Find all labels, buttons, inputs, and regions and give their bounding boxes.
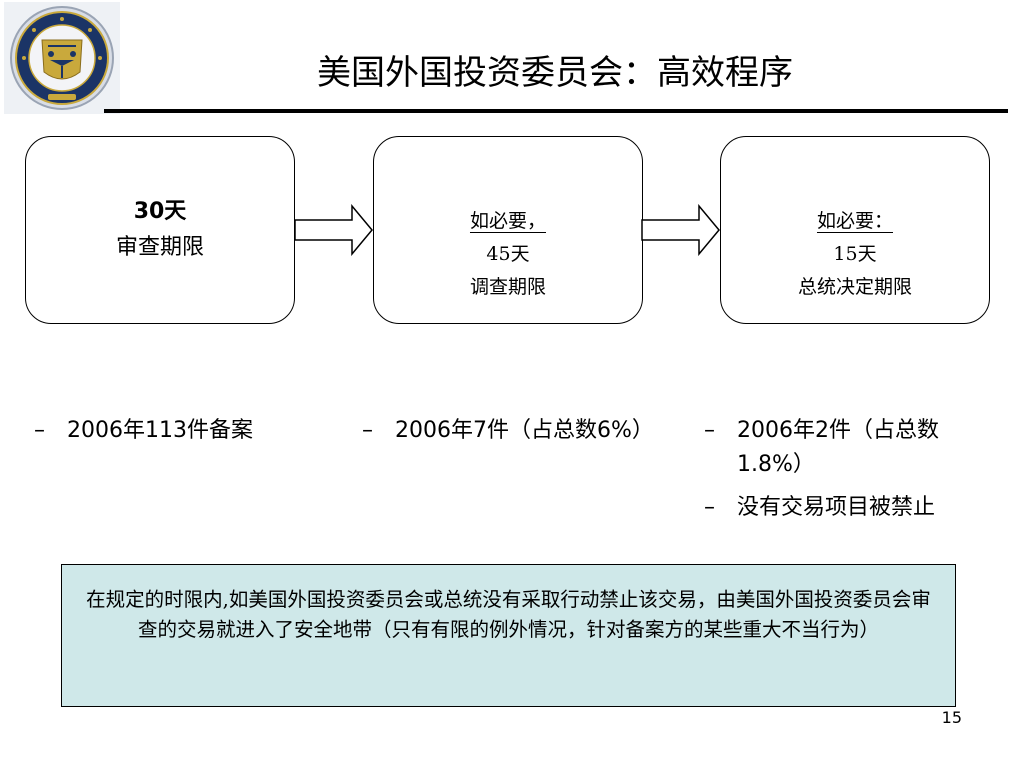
stats-list-investigation: – 2006年7件（占总数6%） [362,414,662,457]
stage-president-condition: 如必要： [816,210,893,232]
stage-box-president: 如必要： 15天 总统决定期限 [720,136,990,324]
page-number: 15 [941,708,962,727]
note-box: 在规定的时限内,如美国外国投资委员会或总统没有采取行动禁止该交易，由美国外国投资… [61,564,956,707]
stat-text: 2006年113件备案 [67,418,253,443]
list-item: – 没有交易项目被禁止 [704,491,1004,525]
stage-investigation-label: 调查期限 [469,276,546,298]
stat-text: 2006年7件（占总数6%） [395,418,654,443]
stage-box-investigation: 如必要， 45天 调查期限 [373,136,643,324]
stage-box-review: 30天 审查期限 [25,136,295,324]
list-item: – 2006年7件（占总数6%） [362,414,662,448]
stage-review-label: 审查期限 [115,235,204,260]
stage-president-label: 总统决定期限 [797,276,912,298]
stage-investigation-duration: 45天 [486,243,530,265]
bullet-dash: – [362,418,373,443]
stage-review-duration: 30天 [133,199,187,224]
title-divider [104,109,1008,113]
bullet-dash: – [34,418,45,443]
stat-text: 没有交易项目被禁止 [737,495,936,520]
page-title: 美国外国投资委员会：高效程序 [317,53,793,93]
stage-investigation-condition: 如必要， [469,210,546,232]
stats-list-president: – 2006年2件（占总数1.8%） – 没有交易项目被禁止 [704,414,1004,534]
bullet-dash: – [704,418,715,443]
stage-president-duration: 15天 [833,243,877,265]
right-arrow-icon [294,204,373,256]
stats-list-review: – 2006年113件备案 [34,414,334,457]
list-item: – 2006年113件备案 [34,414,334,448]
treasury-seal-icon [4,2,120,114]
right-arrow-icon [641,204,720,256]
list-item: – 2006年2件（占总数1.8%） [704,414,1004,482]
bullet-dash: – [704,495,715,520]
note-text: 在规定的时限内,如美国外国投资委员会或总统没有采取行动禁止该交易，由美国外国投资… [86,588,931,641]
stat-text: 2006年2件（占总数1.8%） [737,418,939,477]
